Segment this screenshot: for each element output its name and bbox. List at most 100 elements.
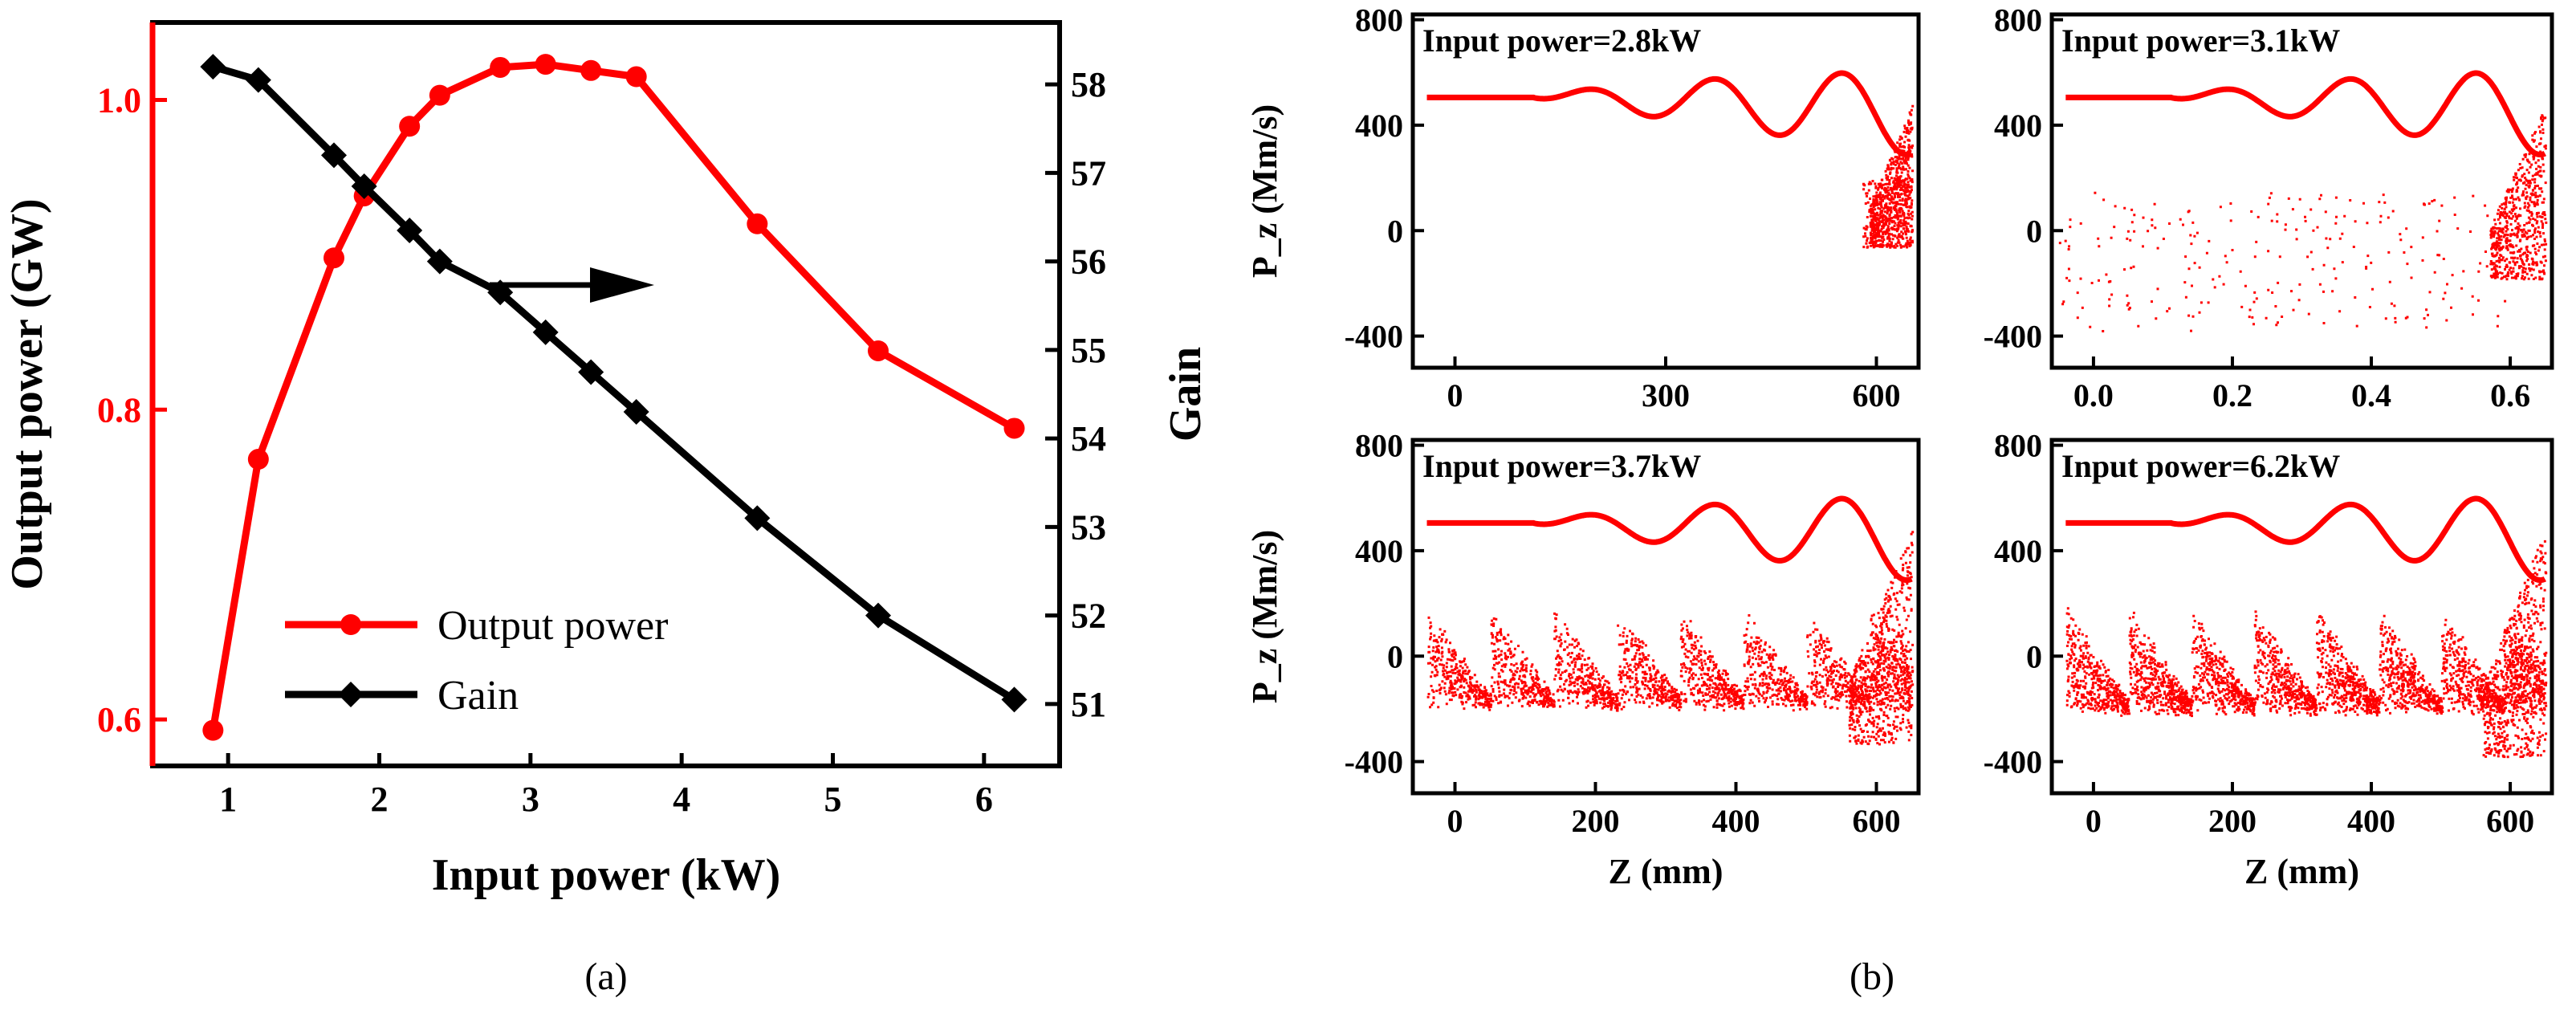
- output-power-point: [399, 116, 421, 137]
- y-right-tick-label: 51: [1071, 685, 1106, 724]
- y-right-tick-label: 55: [1071, 331, 1106, 370]
- subplot-annotation: Input power=2.8kW: [1422, 22, 1701, 59]
- gain-point: [1001, 686, 1028, 713]
- x-tick-label: 600: [2486, 803, 2534, 839]
- output-power-point: [324, 247, 344, 269]
- output-power-point: [580, 59, 602, 81]
- caption-a: (a): [584, 955, 627, 998]
- y-right-tick-label: 57: [1071, 153, 1106, 193]
- subplot-y-label: P_z (Mm/s): [1245, 530, 1284, 703]
- y-tick-label: -400: [1345, 319, 1403, 355]
- y-tick-label: 400: [1355, 108, 1403, 144]
- subplot-b4: 800 400 0 -400 0 200 400 600 Input power=6.2kW Z …: [1984, 428, 2554, 891]
- y-tick-label: 0: [1387, 638, 1403, 674]
- gain-point: [865, 602, 891, 629]
- x-tick-label: 200: [1572, 803, 1620, 839]
- x-tick-label: 600: [1853, 377, 1901, 413]
- x-tick-label: 300: [1642, 377, 1690, 413]
- x-tick-label: 0.2: [2212, 377, 2252, 413]
- spent-beam-band: [2482, 540, 2548, 759]
- y-left-tick-label: 0.8: [97, 390, 141, 430]
- subplot-x-label: Z (mm): [2244, 852, 2359, 891]
- x-tick-label: 400: [1712, 803, 1760, 839]
- gain-point: [321, 142, 347, 169]
- legend: Output power Gain: [285, 603, 668, 719]
- x-tick-label: 600: [1853, 803, 1901, 839]
- subplot-annotation: Input power=3.1kW: [2061, 22, 2340, 59]
- caption-b: (b): [1850, 955, 1894, 998]
- output-power-point: [868, 340, 889, 361]
- x-tick-label: 0.4: [2351, 377, 2391, 413]
- subplot-frame: [2049, 438, 2554, 796]
- gain-point: [200, 54, 226, 80]
- output-power-point: [490, 56, 511, 78]
- output-power-point: [1003, 417, 1025, 439]
- y-tick-label: 0: [1387, 213, 1403, 249]
- x-tick-label: 3: [522, 780, 539, 819]
- x-tick-label: 0: [1447, 803, 1463, 839]
- particle-scatter: [2065, 607, 2548, 718]
- gain-point: [532, 319, 559, 345]
- subplot-x-label: Z (mm): [1609, 852, 1723, 891]
- y-tick-label: 800: [1994, 2, 2042, 39]
- y-right-tick-label: 58: [1071, 65, 1106, 104]
- panel-b-chart-grid: 800 400 0 -400 0 300 600 Input power=2.8kW P_z (…: [1245, 2, 2554, 891]
- gain-axis-arrow-head: [590, 267, 654, 303]
- legend-gain-label: Gain: [437, 673, 519, 719]
- x-tick-label: 0: [1447, 377, 1463, 413]
- output-power-point: [535, 54, 556, 75]
- legend-gain-marker: [338, 682, 364, 707]
- output-power-point: [747, 213, 768, 234]
- spent-beam-band: [2489, 114, 2548, 281]
- beam-main-wave: [1426, 495, 1913, 584]
- subplot-y-label: P_z (Mm/s): [1245, 104, 1284, 278]
- gain-point: [351, 173, 377, 199]
- gain-point: [397, 218, 423, 244]
- y-right-tick-label: 53: [1071, 507, 1106, 547]
- y-tick-label: -400: [1345, 744, 1403, 780]
- subplot-annotation: Input power=3.7kW: [1422, 448, 1701, 484]
- x-tick-label: 200: [2208, 803, 2257, 839]
- y-axis-label-left: Output power (GW): [2, 198, 52, 589]
- y-right-tick-label: 56: [1071, 242, 1106, 282]
- y-right-tick-label: 54: [1071, 419, 1106, 458]
- particle-scatter: [1426, 612, 1915, 712]
- subplot-frame: [2049, 12, 2554, 370]
- output-power-point: [247, 449, 269, 470]
- panel-a-frame: [150, 20, 1062, 768]
- subplot-frame: [1410, 12, 1921, 370]
- y-left-tick-label: 0.6: [97, 700, 141, 739]
- y-tick-label: 400: [1994, 108, 2042, 144]
- x-axis-label: Input power (kW): [432, 850, 781, 900]
- output-power-point: [202, 719, 224, 741]
- y-tick-label: 800: [1355, 428, 1403, 464]
- y-tick-label: 400: [1994, 533, 2042, 569]
- particle-scatter: [2058, 191, 2508, 332]
- subplot-annotation: Input power=6.2kW: [2061, 448, 2340, 484]
- y-tick-label: 0: [2026, 638, 2042, 674]
- beam-main-wave: [1426, 70, 1913, 158]
- y-tick-label: 800: [1355, 2, 1403, 39]
- y-tick-label: 800: [1994, 428, 2042, 464]
- x-tick-label: 0: [2086, 803, 2102, 839]
- subplot-b3: 800 400 0 -400 0 200 400 600 Input power=3.7kW P_…: [1245, 428, 1921, 891]
- gain-point: [578, 359, 604, 385]
- subplot-frame: [1410, 438, 1921, 796]
- y-tick-label: 0: [2026, 213, 2042, 249]
- y-tick-label: 400: [1355, 533, 1403, 569]
- y-right-tick-label: 52: [1071, 597, 1106, 636]
- beam-main-wave: [2065, 495, 2546, 584]
- y-tick-label: -400: [1984, 744, 2042, 780]
- x-tick-label: 2: [371, 780, 389, 819]
- beam-main-wave: [2065, 70, 2546, 158]
- output-power-point: [625, 66, 647, 88]
- x-tick-label: 1: [219, 780, 237, 819]
- x-tick-label: 0.6: [2490, 377, 2530, 413]
- subplot-b2: 800 400 0 -400 0.0 0.2 0.4 0.6 Input power=3.1kW: [1984, 2, 2554, 413]
- spent-beam-band: [1869, 104, 1915, 249]
- legend-output-marker: [340, 614, 361, 635]
- x-tick-label: 6: [975, 780, 993, 819]
- gain-point: [623, 399, 649, 426]
